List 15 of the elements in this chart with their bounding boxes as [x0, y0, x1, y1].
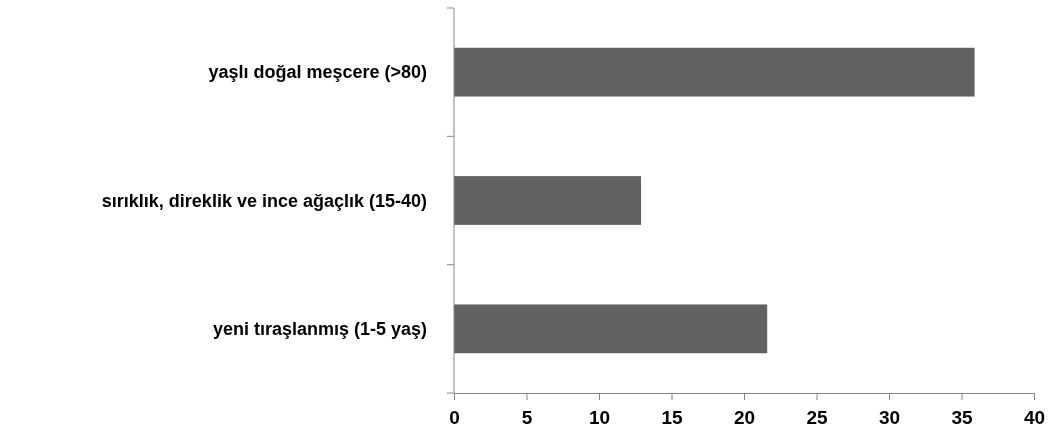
- bar: [454, 304, 768, 354]
- x-tick-label: 25: [806, 406, 828, 428]
- x-tick-label: 40: [1023, 406, 1046, 428]
- x-tick-label: 0: [449, 406, 460, 428]
- x-tick-label: 5: [521, 406, 533, 428]
- x-tick-label: 15: [661, 406, 683, 428]
- y-tick-label: yaşlı doğal meşcere (>80): [208, 62, 427, 83]
- x-tick-label: 30: [878, 406, 901, 428]
- y-tick-label: yeni tıraşlanmış (1-5 yaş): [212, 319, 427, 340]
- x-tick-label: 35: [951, 406, 973, 428]
- y-tick-label: sırıklık, direklik ve ince ağaçlık (15-40): [101, 190, 427, 211]
- bar: [454, 176, 642, 225]
- bar: [454, 47, 975, 97]
- x-tick-label: 10: [588, 406, 611, 428]
- x-tick-label: 20: [733, 406, 756, 428]
